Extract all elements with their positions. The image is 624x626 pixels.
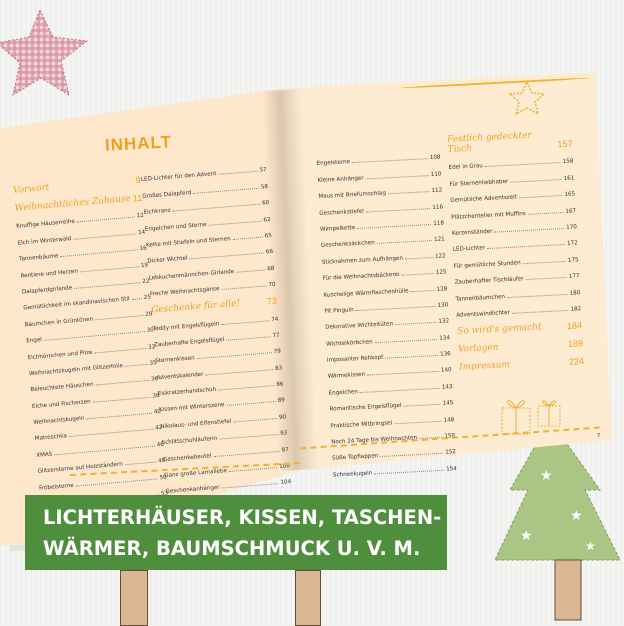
entry-page: 132: [438, 318, 450, 326]
entry-page: 108: [429, 154, 441, 162]
entry-page: 175: [567, 257, 579, 264]
entry-page: 77: [272, 332, 280, 340]
entry-page: 118: [433, 220, 445, 227]
entry-page: 177: [568, 273, 580, 280]
entry-page: 60: [261, 200, 270, 207]
svg-text:★: ★: [540, 468, 553, 484]
entry-page: 79: [273, 348, 282, 356]
section-page: 184: [566, 320, 583, 331]
entry-page: 65: [264, 232, 273, 240]
section-page: 73: [266, 295, 278, 307]
banner-line-2: WÄRMER, BAUMSCHMUCK U. V. M.: [43, 537, 421, 560]
entry-page: 68: [267, 265, 275, 273]
entry-page: 89: [277, 397, 286, 405]
entry-page: 112: [431, 187, 443, 195]
dot-leader: [404, 256, 434, 260]
entry-page: 180: [569, 289, 581, 297]
toc-right-column-2: Festlich gedeckter Tisch 157 Edel in Grau 1…: [447, 130, 585, 373]
entry-page: 116: [432, 203, 444, 211]
entry-page: 121: [433, 236, 445, 244]
gift-boxes-icon: [501, 400, 561, 435]
entry-page: 148: [443, 416, 455, 424]
entry-page: 58: [260, 183, 269, 191]
section-page: 11: [132, 192, 143, 204]
entry-page: 170: [566, 224, 578, 231]
tree-trunk-decoration: [295, 570, 321, 626]
gingham-star-decoration: [0, 8, 89, 97]
entry-page: 66: [265, 249, 274, 256]
svg-text:★: ★: [520, 528, 533, 544]
entry-page: 130: [437, 302, 449, 309]
entry-page: 134: [439, 334, 451, 342]
entry-page: 136: [439, 351, 451, 358]
entry-page: 125: [435, 269, 447, 277]
svg-text:★: ★: [585, 539, 596, 553]
svg-text:★: ★: [570, 508, 583, 524]
entry-page: 145: [442, 400, 454, 407]
entry-page: 167: [565, 207, 577, 215]
entry-page: 140: [440, 367, 452, 375]
page-title: INHALT: [104, 132, 173, 155]
tree-decoration: ★ ★ ★ ★: [494, 420, 621, 621]
tree-trunk-decoration: [120, 570, 148, 626]
entry-page: 70: [268, 281, 276, 289]
section-title: Vorlagen: [457, 342, 499, 355]
entry-page: 90: [278, 414, 287, 421]
entry-page: 182: [570, 306, 582, 313]
page-number: 7: [597, 433, 601, 439]
entry-page: 93: [280, 430, 288, 438]
section-page: 189: [567, 338, 584, 349]
entry-page: 161: [563, 175, 575, 182]
star-outline-icon: [508, 80, 546, 116]
section-page: 224: [568, 356, 585, 367]
entry-page: 62: [263, 216, 271, 224]
promo-banner: LICHTERHÄUSER, KISSEN, TASCHEN- WÄRMER, …: [25, 495, 447, 570]
dot-leader: [131, 298, 142, 301]
entry-page: 122: [434, 253, 446, 260]
entry-page: 86: [276, 381, 284, 389]
dot-leader: [410, 289, 435, 292]
entry-page: 152: [445, 449, 457, 457]
entry-page: 143: [441, 384, 453, 391]
entry-page: 172: [566, 240, 578, 248]
entry-page: 83: [274, 365, 283, 372]
toc-right-column-1: Engelsterne 108 Kleine Anhänger 110 Maus mit…: [316, 145, 457, 478]
entry-page: 104: [280, 479, 292, 487]
entry-page: 97: [281, 446, 289, 454]
section-page: 157: [557, 138, 573, 150]
entry-page: 74: [271, 316, 279, 323]
entry-page: 128: [436, 285, 448, 293]
entry-page: 154: [445, 465, 457, 473]
entry-page: 165: [564, 191, 576, 199]
banner-line-1: LICHTERHÄUSER, KISSEN, TASCHEN-: [43, 506, 442, 529]
entry-page: 57: [259, 167, 267, 175]
entry-page: 158: [562, 158, 574, 166]
entry-page: 110: [430, 171, 442, 178]
toc-left-column-2: LED-Lichter für den Advent 57 Großes Dalap…: [140, 157, 293, 511]
